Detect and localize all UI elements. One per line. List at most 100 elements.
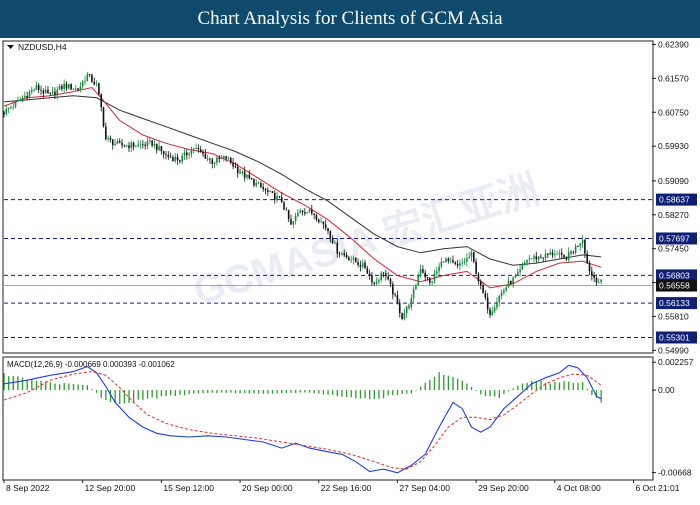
macd-axis-tick-label: 0.002257	[658, 357, 694, 367]
candle-body	[204, 153, 207, 159]
macd-histogram-bar	[572, 382, 575, 391]
candle-body	[442, 261, 445, 263]
candle-body	[496, 301, 498, 308]
candle-body	[334, 242, 336, 244]
candle-body	[202, 152, 204, 154]
candle-body	[197, 147, 200, 150]
candle-body	[563, 254, 565, 258]
macd-histogram-bar	[369, 390, 371, 400]
candle-body	[516, 272, 519, 276]
macd-panel-frame	[2, 356, 654, 481]
candle-body	[86, 74, 89, 82]
candle-body	[218, 157, 221, 160]
macd-histogram-bar	[498, 390, 500, 399]
candle-body	[24, 95, 26, 98]
candle-body	[30, 90, 33, 93]
candle-body	[49, 92, 52, 94]
time-axis-tick-label: 27 Sep 04:00	[399, 483, 450, 493]
candle-body	[299, 210, 302, 213]
macd-histogram-bar	[220, 390, 223, 393]
macd-histogram-bar	[193, 390, 195, 394]
macd-histogram-bar	[188, 390, 190, 394]
candle-body	[366, 268, 369, 274]
symbol-dropdown-arrow-icon[interactable]	[7, 45, 14, 49]
candle-body	[267, 190, 269, 193]
candle-body	[593, 275, 595, 278]
macd-histogram-bar	[535, 381, 537, 391]
time-axis-tick-label: 8 Sep 2022	[6, 483, 50, 493]
candle-body	[584, 239, 586, 254]
macd-histogram-bar	[40, 380, 42, 391]
macd-histogram-bar	[443, 374, 445, 391]
macd-histogram-bar	[128, 390, 130, 403]
candle-body	[419, 269, 422, 276]
candle-body	[61, 85, 63, 89]
current-price-tag-label: 0.56558	[659, 281, 690, 291]
price-axis-tick-label: 0.54990	[658, 345, 689, 355]
candle-body	[574, 246, 577, 253]
macd-histogram-bar	[461, 380, 463, 391]
candle-body	[533, 256, 535, 259]
candle-body	[223, 156, 225, 159]
candle-body	[273, 192, 276, 201]
macd-histogram-bar	[151, 390, 153, 398]
candle-body	[491, 311, 494, 316]
symbol-label: NZDUSD,H4	[18, 42, 67, 52]
candle-body	[528, 258, 531, 260]
macd-histogram-bar	[225, 390, 227, 393]
candle-body	[523, 262, 526, 265]
macd-histogram-bar	[586, 388, 588, 391]
candle-body	[560, 252, 563, 255]
candle-body	[378, 279, 380, 282]
macd-histogram-bar	[100, 390, 102, 398]
candle-body	[28, 92, 31, 98]
macd-histogram-bar	[577, 382, 579, 391]
moving-average-fast-line	[3, 86, 602, 289]
candle-body	[107, 138, 109, 140]
macd-histogram-bar	[290, 390, 292, 393]
macd-histogram-bar	[257, 390, 260, 394]
candle-body	[368, 273, 371, 276]
candle-body	[454, 262, 457, 264]
candle-body	[354, 257, 357, 263]
macd-histogram-bar	[281, 390, 283, 394]
macd-histogram-bar	[345, 390, 348, 397]
candle-body	[447, 258, 450, 261]
candle-body	[352, 257, 355, 260]
candle-body	[322, 221, 325, 225]
candle-body	[433, 273, 436, 282]
candle-body	[380, 272, 383, 280]
candle-body	[243, 171, 246, 178]
candle-body	[317, 219, 320, 223]
macd-histogram-bar	[114, 390, 116, 404]
candle-body	[512, 277, 514, 285]
macd-histogram-bar	[378, 390, 380, 399]
candle-body	[213, 162, 216, 165]
macd-histogram-bar	[341, 390, 343, 397]
candle-body	[26, 95, 28, 98]
macd-histogram-bar	[313, 390, 315, 394]
candle-body	[519, 269, 521, 273]
price-level-tag	[656, 232, 697, 245]
macd-histogram-bar	[507, 390, 510, 392]
candle-body	[68, 84, 70, 89]
macd-axis-tick-label: 0.00	[658, 385, 675, 395]
macd-histogram-bar	[322, 390, 325, 395]
macd-histogram-bar	[45, 381, 47, 391]
candle-body	[392, 284, 394, 295]
candle-body	[160, 146, 163, 152]
candle-body	[327, 228, 329, 232]
candle-body	[375, 281, 378, 284]
macd-histogram-bar	[336, 390, 338, 397]
macd-histogram-bar	[308, 390, 311, 393]
macd-histogram-bar	[142, 390, 144, 400]
macd-histogram-bar	[415, 390, 417, 391]
macd-histogram-bar	[355, 390, 357, 399]
current-price-tag	[656, 279, 697, 292]
candle-body	[475, 261, 477, 275]
macd-histogram-bar	[526, 382, 528, 391]
candle-body	[7, 108, 10, 110]
macd-histogram-bar	[109, 390, 112, 403]
candle-body	[146, 141, 149, 146]
macd-histogram-bar	[581, 382, 584, 391]
